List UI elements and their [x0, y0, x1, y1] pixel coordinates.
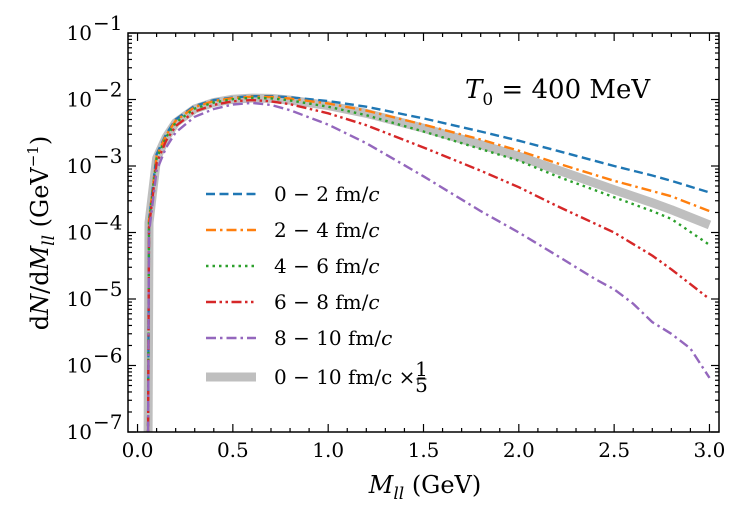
y-tick-exponent: −5	[93, 277, 122, 301]
y-tick-label: 10	[67, 287, 92, 311]
annotation-sub: 0	[482, 90, 493, 110]
y-tick-label: 10	[67, 354, 92, 378]
y-tick-exponent: −1	[93, 11, 122, 35]
series-line-3	[146, 96, 711, 432]
legend-label-1: 0 − 2 fm/c	[274, 182, 380, 206]
y-tick-exponent: −7	[93, 410, 122, 434]
series-line-6	[143, 93, 712, 432]
legend-frac-den: 5	[415, 373, 428, 397]
legend-label-5: 8 − 10 fm/c	[274, 326, 392, 350]
y-tick-label: 10	[67, 221, 92, 245]
series-line-2	[146, 95, 710, 432]
legend-label-3: 4 − 6 fm/c	[274, 254, 380, 278]
x-tick-label: 2.5	[598, 438, 630, 462]
x-tick-label: 1.5	[408, 438, 440, 462]
chart-annotation: T0 = 400 MeV	[465, 75, 651, 110]
annotation-main: T	[465, 75, 484, 105]
x-label-unit: (GeV)	[404, 471, 481, 499]
y-tick-label: 10	[67, 88, 92, 112]
series-line-1	[146, 95, 710, 432]
legend-frac-num: 1	[415, 357, 428, 381]
legend-label-4: 6 − 8 fm/c	[274, 290, 380, 314]
legend: 0 − 2 fm/c 2 − 4 fm/c 4 − 6 fm/c 6 − 8 fm/c…	[206, 182, 428, 397]
x-tick-label: 1.0	[312, 438, 344, 462]
x-tick-label: 0.5	[217, 438, 249, 462]
x-tick-label: 2.0	[503, 438, 535, 462]
series-line-4	[146, 98, 711, 432]
legend-label-6: 0 − 10 fm/c ×	[274, 365, 415, 389]
y-tick-label: 10	[67, 420, 92, 444]
series-lines	[143, 93, 712, 432]
y-tick-exponent: −6	[93, 344, 122, 368]
x-axis-label: Mll (GeV)	[368, 471, 482, 504]
y-tick-label: 10	[67, 154, 92, 178]
legend-label-2: 2 − 4 fm/c	[274, 218, 380, 242]
annotation-rest: = 400 MeV	[493, 75, 651, 105]
y-tick-exponent: −2	[93, 78, 122, 102]
x-label-sub: ll	[393, 484, 404, 504]
x-label-main: M	[368, 471, 395, 499]
y-tick-label: 10	[67, 21, 92, 45]
series-line-5	[146, 101, 711, 432]
x-tick-label: 0.0	[122, 438, 154, 462]
y-axis-label: dN/dMll (GeV−1)	[24, 136, 59, 330]
x-tick-label: 3.0	[694, 438, 726, 462]
plot-layer: 0.0 0.5 1.0 1.5 2.0 2.5 3.010−710−610−510 −410−…	[67, 11, 726, 462]
y-tick-exponent: −4	[93, 211, 122, 235]
y-tick-exponent: −3	[93, 144, 122, 168]
